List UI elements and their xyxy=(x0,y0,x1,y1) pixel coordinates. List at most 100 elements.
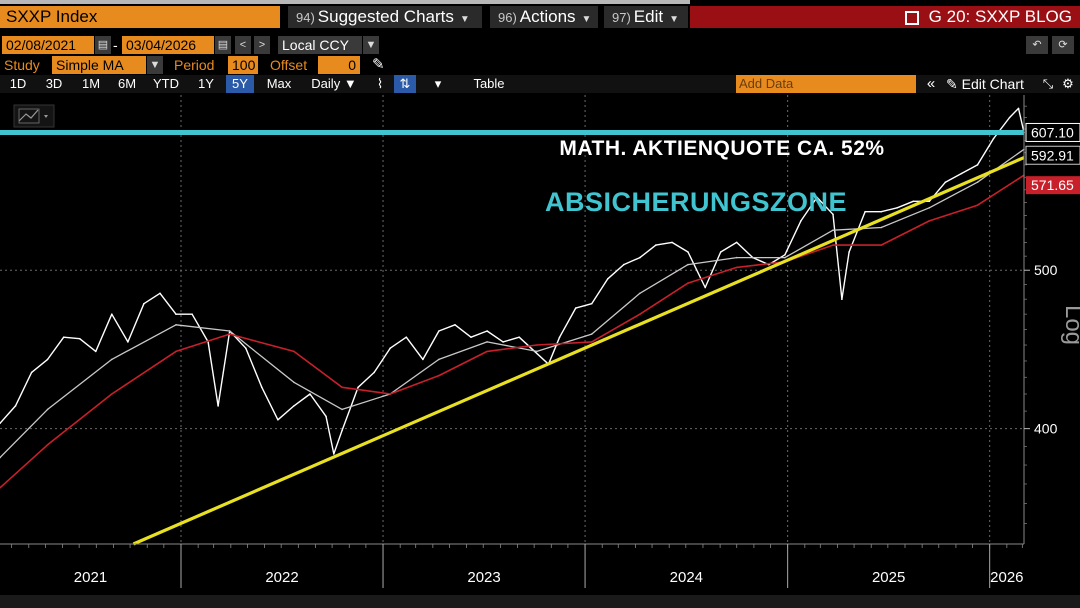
data-point xyxy=(261,386,263,389)
data-point xyxy=(518,336,520,338)
chevron-down-icon[interactable]: ▾ xyxy=(434,76,442,91)
period-label: Period xyxy=(174,57,215,73)
pencil-icon[interactable]: ✎ xyxy=(372,56,385,73)
data-point xyxy=(422,358,424,361)
pencil-icon: ✎ xyxy=(946,76,958,92)
data-point xyxy=(784,256,786,259)
data-point xyxy=(639,313,641,315)
data-point xyxy=(46,444,49,446)
line-chart-icon[interactable]: ⌇ xyxy=(376,76,384,91)
data-point xyxy=(639,256,641,259)
data-point xyxy=(735,266,738,269)
data-point xyxy=(639,292,641,295)
x-tick-label: 2024 xyxy=(670,569,703,586)
chevron-down-icon: ▼ xyxy=(459,14,470,25)
data-point xyxy=(558,336,561,338)
offset-input[interactable]: 0 xyxy=(318,56,360,74)
data-point xyxy=(590,302,593,305)
menu-number: 96) xyxy=(498,10,517,25)
gear-icon[interactable]: ⚙ xyxy=(1062,76,1074,91)
x-tick-label: 2025 xyxy=(872,569,905,586)
window-title-bar xyxy=(690,6,1080,28)
x-tick-label: 2022 xyxy=(265,569,298,586)
x-tick-label: 2021 xyxy=(74,569,107,586)
data-point xyxy=(590,341,593,343)
data-point xyxy=(880,210,882,213)
calendar-icon[interactable]: ▤ xyxy=(215,36,231,54)
blog-title[interactable]: G 20: SXXP BLOG xyxy=(904,6,1072,28)
data-point xyxy=(912,200,915,203)
end-date-field[interactable]: 03/04/2026 xyxy=(122,36,214,54)
table-button[interactable]: Table xyxy=(473,76,505,91)
resize-icon[interactable]: ⤡ xyxy=(1042,76,1054,91)
menu-label: Edit xyxy=(633,7,664,26)
study-label: Study xyxy=(4,57,40,73)
data-point xyxy=(159,292,161,295)
data-point xyxy=(816,196,818,199)
offset-label: Offset xyxy=(270,57,308,73)
data-point xyxy=(896,207,898,209)
data-point xyxy=(470,336,472,338)
chevron-down-icon[interactable]: ▼ xyxy=(363,36,379,54)
bar-chart-icon[interactable]: ⇅ xyxy=(394,75,416,93)
data-point xyxy=(735,256,738,259)
chevron-down-icon[interactable]: ▼ xyxy=(147,56,163,74)
grid xyxy=(0,95,1024,544)
chart-type-button[interactable] xyxy=(13,104,55,128)
y-tick-label: 400 xyxy=(1034,421,1058,437)
data-point xyxy=(735,241,738,244)
chevron-down-icon: ▼ xyxy=(343,76,357,91)
period-max[interactable]: Max xyxy=(266,76,292,91)
data-point xyxy=(30,371,33,374)
data-point xyxy=(486,350,488,353)
data-point xyxy=(0,456,1,459)
prev-arrow-icon[interactable]: < xyxy=(235,36,251,54)
refresh-icon[interactable]: ⟳ xyxy=(1052,36,1074,54)
data-point xyxy=(687,282,689,284)
period-5y[interactable]: 5Y xyxy=(226,75,254,93)
period-6m[interactable]: 6M xyxy=(117,76,137,91)
start-date-field[interactable]: 02/08/2021 xyxy=(2,36,94,54)
edit-chart-button[interactable]: ✎ Edit Chart xyxy=(946,75,1036,93)
data-point xyxy=(848,251,850,253)
data-point xyxy=(928,220,931,222)
double-chevron-left-icon[interactable]: « xyxy=(926,75,936,92)
data-point xyxy=(1017,107,1020,110)
data-point xyxy=(62,336,65,338)
undo-icon[interactable]: ↶ xyxy=(1026,36,1048,54)
frequency-select[interactable]: Daily ▼ xyxy=(304,75,364,93)
period-1m[interactable]: 1M xyxy=(81,76,101,91)
next-arrow-icon[interactable]: > xyxy=(254,36,270,54)
period-1d[interactable]: 1D xyxy=(9,76,27,91)
data-point xyxy=(111,313,113,315)
external-link-icon[interactable] xyxy=(904,11,919,25)
data-point xyxy=(389,347,392,349)
data-point xyxy=(655,244,657,246)
data-point xyxy=(191,313,193,315)
price-chart[interactable]: MATH. AKTIENQUOTE CA. 52% ABSICHERUNGSZON… xyxy=(0,95,1080,608)
ticker-field[interactable]: SXXP Index xyxy=(0,6,280,28)
actions-menu[interactable]: 96) Actions ▼ xyxy=(490,6,598,28)
data-point xyxy=(976,164,979,166)
currency-select[interactable]: Local CCY xyxy=(278,36,362,54)
log-scale-label: Log xyxy=(1060,305,1080,345)
moving-average-grey-line xyxy=(0,148,1025,459)
add-data-input[interactable]: Add Data xyxy=(736,75,916,93)
edit-menu[interactable]: 97) Edit ▼ xyxy=(604,6,688,28)
data-point xyxy=(486,341,488,343)
data-point xyxy=(623,263,625,266)
period-input[interactable]: 100 xyxy=(228,56,258,74)
price-line xyxy=(0,107,1025,455)
study-select[interactable]: Simple MA xyxy=(52,56,146,74)
suggested-charts-menu[interactable]: 94) Suggested Charts ▼ xyxy=(288,6,482,28)
data-point xyxy=(502,341,504,343)
period-ytd[interactable]: YTD xyxy=(153,76,179,91)
last-value-tag xyxy=(1025,145,1080,165)
data-point xyxy=(687,263,689,266)
period-1y[interactable]: 1Y xyxy=(198,76,214,91)
blog-title-text: G 20: SXXP BLOG xyxy=(928,7,1072,26)
annotation-text: ABSICHERUNGSZONE xyxy=(545,187,847,217)
period-3d[interactable]: 3D xyxy=(45,76,63,91)
calendar-icon[interactable]: ▤ xyxy=(95,36,111,54)
data-point xyxy=(607,278,609,280)
